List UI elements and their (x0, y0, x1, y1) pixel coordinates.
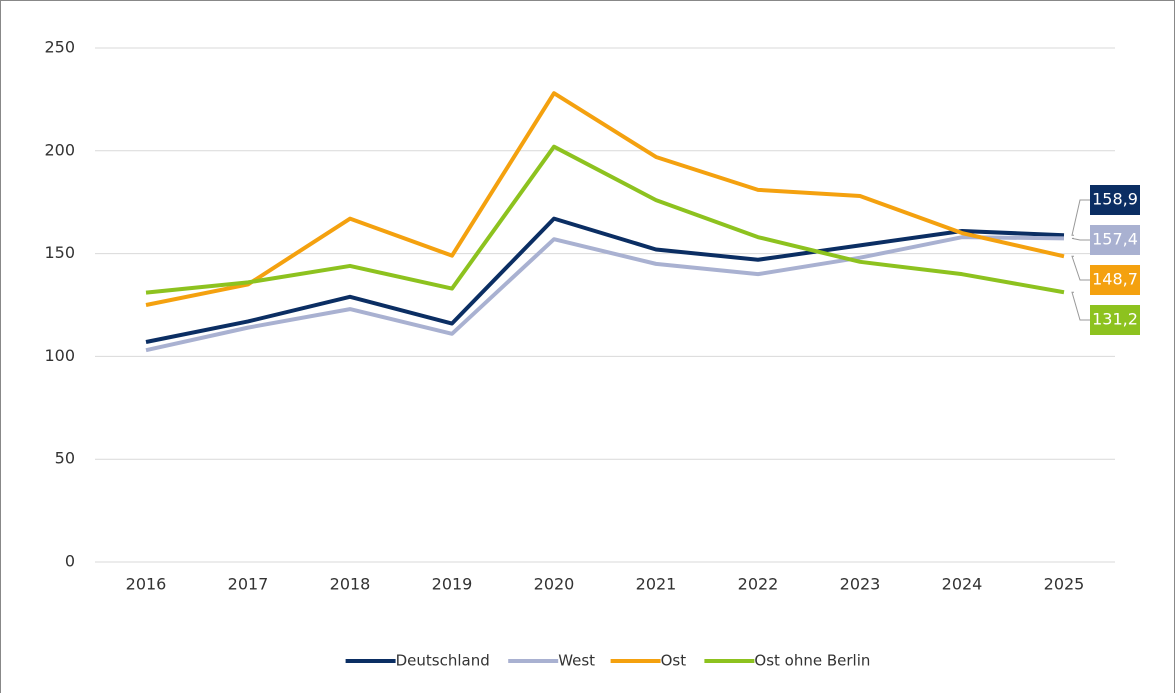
x-tick-label: 2023 (840, 575, 881, 594)
line (145, 144, 1065, 295)
label-box (1090, 265, 1140, 295)
legend-label: West (558, 652, 595, 670)
x-tick-label: 2021 (636, 575, 677, 594)
x-tick-label: 2017 (228, 575, 269, 594)
label-box (1090, 225, 1140, 255)
leader-line (1071, 255, 1090, 281)
value-label: 158,9 (1092, 190, 1138, 209)
label-box (1090, 185, 1140, 215)
y-tick-label: 200 (44, 140, 75, 159)
line (145, 91, 1065, 307)
y-tick-label: 100 (44, 346, 75, 365)
leader-line (1071, 291, 1090, 321)
y-tick-label: 150 (44, 243, 75, 262)
y-tick-label: 50 (55, 449, 75, 468)
x-tick-label: 2016 (126, 575, 167, 594)
x-tick-label: 2019 (432, 575, 473, 594)
legend-label: Ost ohne Berlin (754, 652, 870, 670)
legend-label: Ost (661, 652, 687, 670)
line (145, 216, 1065, 344)
value-label: 131,2 (1092, 310, 1138, 329)
leader-line (1071, 237, 1090, 241)
y-tick-label: 250 (44, 38, 75, 57)
line (145, 235, 1065, 353)
leader-line (1071, 199, 1090, 236)
x-tick-label: 2022 (738, 575, 779, 594)
value-label: 148,7 (1092, 270, 1138, 289)
legend-label: Deutschland (396, 652, 490, 670)
value-label: 157,4 (1092, 230, 1138, 249)
x-tick-label: 2020 (534, 575, 575, 594)
y-tick-label: 0 (65, 552, 75, 571)
x-tick-label: 2025 (1044, 575, 1085, 594)
x-tick-label: 2018 (330, 575, 371, 594)
label-box (1090, 305, 1140, 335)
x-tick-label: 2024 (942, 575, 983, 594)
